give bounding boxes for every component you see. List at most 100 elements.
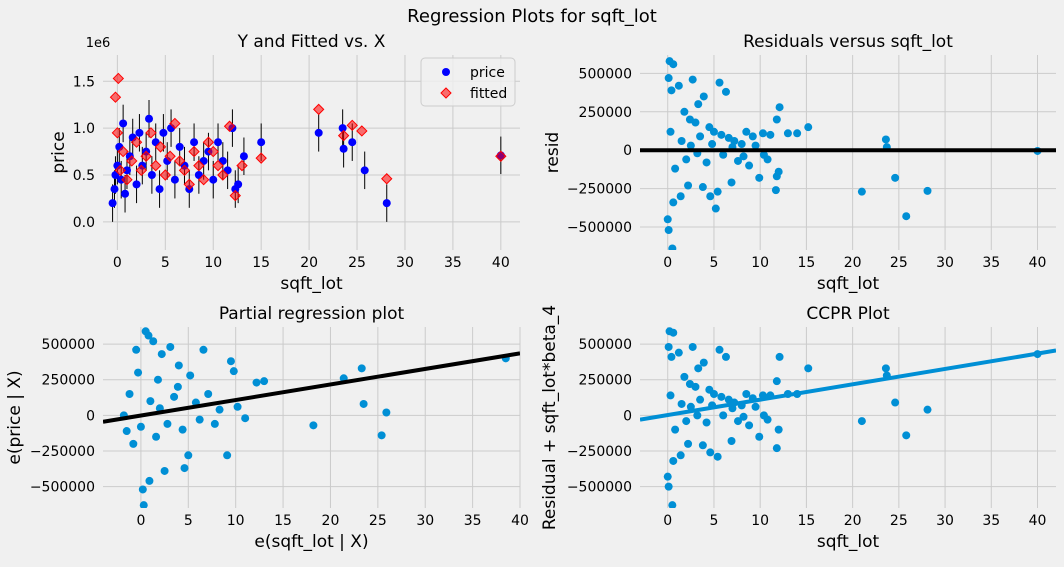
plot-area [640,327,1056,508]
y-tick-label: 250000 [579,105,632,121]
data-point [702,418,711,427]
data-point [163,419,172,428]
x-tick-label: 15 [797,255,815,271]
data-point [682,417,691,426]
fitted-point [140,150,152,162]
data-point [209,175,218,184]
x-tick-label: 35 [982,513,1000,529]
plot-area [108,72,507,222]
y-tick-label: 500000 [579,66,632,82]
data-point [160,466,169,475]
data-point [671,425,680,434]
fitted-point [130,136,143,148]
data-point [166,342,175,351]
data-point [804,364,813,373]
data-point [702,158,711,167]
data-point [153,375,162,384]
data-point [138,485,147,494]
data-point [664,226,673,235]
fitted-point [188,145,200,158]
data-point [157,350,166,359]
data-point [174,361,183,370]
data-point [708,140,717,149]
data-point [671,164,680,173]
data-point [139,501,148,508]
data-point [775,352,784,361]
fitted-point [356,125,368,137]
legend-fitted-marker [440,87,452,99]
data-point [706,448,715,457]
data-point [173,382,182,391]
x-tick-label: 15 [797,513,815,529]
data-point [923,186,932,195]
data-point [674,348,683,357]
data-point [134,368,143,377]
data-point [233,402,242,411]
fitted-point [337,129,350,142]
data-point [709,127,718,136]
x-tick-label: 5 [161,255,170,271]
panel-y-and-fitted: 0 5 10 15 20 25 30 35 40 0.0 0.5 1.0 1.5 Y and Fitted… [49,32,520,294]
data-point [135,128,144,137]
x-axis-label: sqft_lot [817,532,880,552]
data-point [783,129,792,138]
data-point [155,185,164,194]
data-point [751,141,760,150]
chart-title: CCPR Plot [806,304,890,324]
data-point [696,132,705,141]
x-tick-label: 30 [416,513,434,529]
data-point [122,166,131,175]
fitted-point [207,145,219,158]
data-point [745,161,754,170]
data-point [257,138,266,147]
data-point [309,421,318,430]
data-point [676,451,685,460]
data-point [121,189,130,198]
data-point [711,204,720,213]
y-axis-label: resid [543,132,563,173]
data-point [755,432,764,441]
data-point [149,337,158,346]
data-point [314,128,323,137]
y-tick-label: −250000 [30,444,95,460]
fitted-point [150,159,162,172]
data-point [223,451,232,460]
data-point [117,175,126,184]
data-point [669,198,678,207]
data-point [857,417,866,426]
data-point [680,372,689,381]
data-point [129,439,138,448]
y-axis-label: price [49,131,69,173]
x-tick-label: 25 [369,513,387,529]
data-point [699,92,708,101]
data-point [684,439,693,448]
data-point [677,136,686,145]
x-tick-label: 20 [300,255,318,271]
data-point [709,389,718,398]
fitted-point [495,150,507,162]
data-point [748,132,757,141]
fitted-point [193,159,205,172]
series-points [119,327,510,508]
x-tick-label: 10 [227,513,245,529]
fitted-point [197,173,210,186]
chart-title: Residuals versus sqft_lot [743,32,953,52]
data-point [377,431,386,440]
x-tick-label: 0 [663,513,672,529]
data-point [145,114,154,123]
y-tick-label: 0.5 [73,168,95,184]
gridlines [103,327,521,508]
fitted-point [159,169,172,181]
data-point [857,187,866,196]
data-point [144,331,153,340]
data-point [677,399,686,408]
x-tick-label: 25 [890,255,908,271]
x-tick-label: 15 [274,513,292,529]
fitted-point [169,117,181,130]
panel-ccpr: 0 5 10 15 20 25 30 35 40 −500000 −250000 0 250000 500… [540,304,1056,552]
y-tick-label: −500000 [30,480,95,496]
data-point [727,437,736,446]
data-point [682,155,691,164]
data-point [195,415,204,424]
data-point [664,74,673,83]
